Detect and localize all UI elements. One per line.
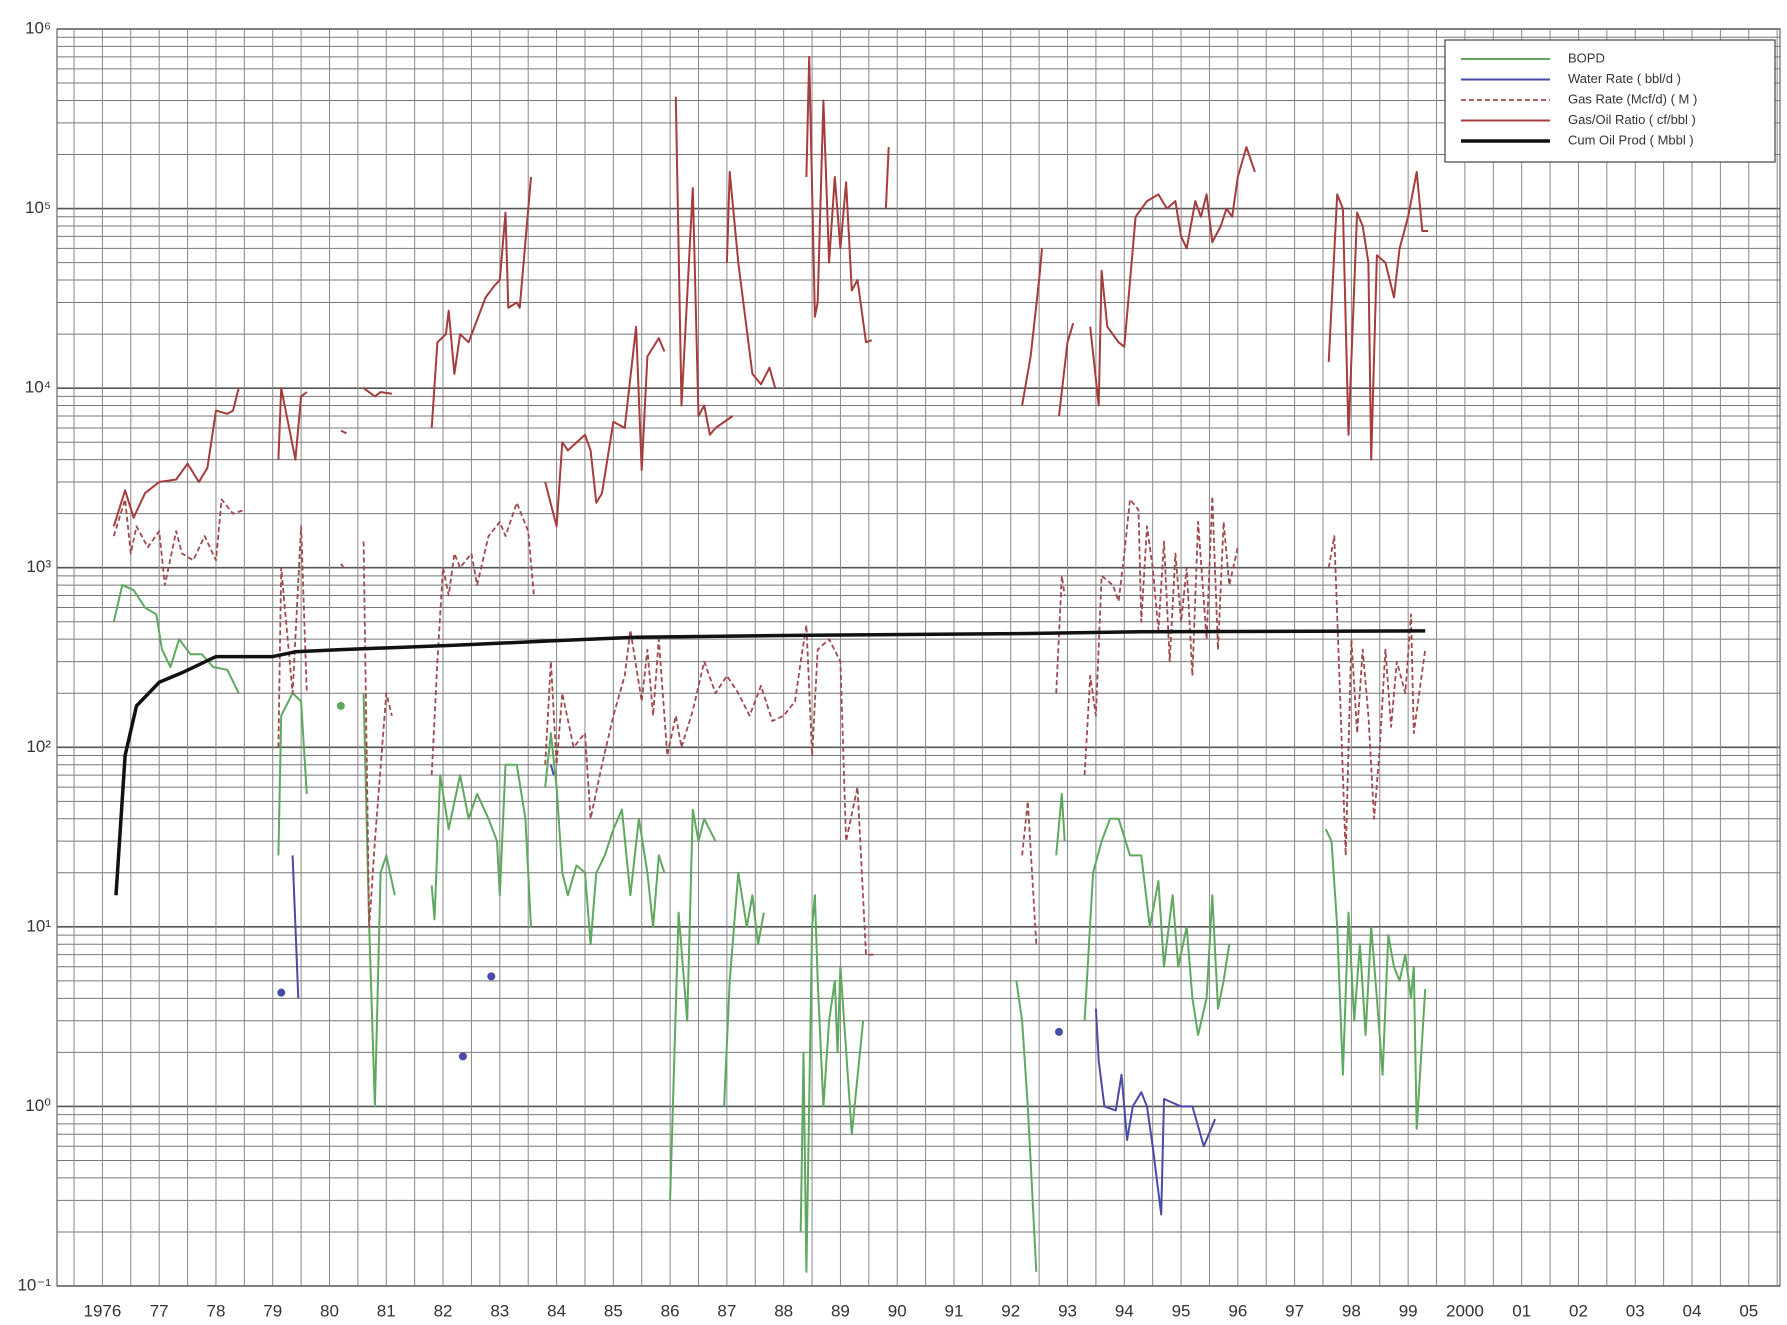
y-tick-label: 10³	[26, 557, 51, 576]
series-line	[1058, 322, 1075, 417]
series-line	[1324, 828, 1427, 1130]
x-tick-label: 03	[1626, 1301, 1645, 1320]
y-tick-label: 10⁵	[25, 198, 51, 217]
data-point	[277, 988, 286, 997]
series-line	[277, 525, 308, 748]
x-tick-label: 86	[661, 1301, 680, 1320]
x-tick-label: 02	[1569, 1301, 1588, 1320]
x-tick-label: 81	[377, 1301, 396, 1320]
series-line	[430, 763, 532, 927]
y-tick-label: 10⁰	[25, 1096, 51, 1115]
x-tick-label: 93	[1058, 1301, 1077, 1320]
series-line	[1083, 495, 1239, 776]
x-tick-label: 89	[831, 1301, 850, 1320]
x-tick-label: 87	[717, 1301, 736, 1320]
data-point	[487, 972, 496, 981]
data-point	[1055, 1027, 1064, 1036]
x-tick-label: 98	[1342, 1301, 1361, 1320]
x-tick-label: 80	[320, 1301, 339, 1320]
grid	[57, 28, 1780, 1287]
series-line	[430, 501, 535, 776]
legend-label: Cum Oil Prod ( Mbbl )	[1568, 132, 1694, 147]
y-tick-label: 10²	[26, 737, 51, 756]
series-line	[340, 563, 345, 569]
series-line	[544, 325, 666, 528]
series-line	[277, 387, 308, 461]
series-line	[291, 855, 300, 999]
series-line	[544, 624, 875, 956]
x-tick-label: 05	[1739, 1301, 1758, 1320]
series-line	[1083, 817, 1231, 1036]
series-line	[112, 584, 240, 694]
series-line	[363, 387, 393, 398]
series-line	[114, 629, 1426, 896]
x-tick-label: 77	[150, 1301, 169, 1320]
x-tick-label: 85	[604, 1301, 623, 1320]
legend-label: Water Rate ( bbl/d )	[1568, 71, 1681, 86]
series-line	[1021, 248, 1043, 406]
series-line	[544, 732, 666, 946]
x-tick-label: 83	[490, 1301, 509, 1320]
x-tick-label: 84	[547, 1301, 566, 1320]
x-tick-label: 78	[206, 1301, 225, 1320]
legend-label: Gas/Oil Ratio ( cf/bbl )	[1568, 112, 1696, 127]
series-line	[1089, 146, 1256, 407]
series-line	[430, 176, 532, 429]
x-tick-label: 91	[945, 1301, 964, 1320]
y-tick-label: 10¹	[26, 916, 51, 935]
series-line	[362, 541, 393, 928]
series-line	[112, 387, 240, 527]
x-tick-label: 94	[1115, 1301, 1134, 1320]
series-line	[549, 764, 555, 776]
series-line	[1327, 170, 1428, 461]
series-line	[1055, 792, 1066, 856]
legend: BOPD Water Rate ( bbl/d ) Gas Rate (Mcf/d)…	[1444, 39, 1776, 163]
series-line	[340, 429, 347, 435]
x-tick-label: 92	[1001, 1301, 1020, 1320]
series-line	[277, 692, 308, 856]
x-tick-label: 1976	[84, 1301, 122, 1320]
series-line	[1094, 1008, 1217, 1216]
y-tick-label: 10⁴	[25, 378, 51, 397]
y-tick-label: 10⁶	[25, 18, 51, 37]
x-tick-label: 01	[1512, 1301, 1531, 1320]
series-line	[725, 170, 777, 389]
series-line	[1327, 535, 1427, 857]
data-point	[458, 1052, 467, 1061]
legend-label: BOPD	[1568, 50, 1605, 65]
x-tick-label: 79	[263, 1301, 282, 1320]
series-line	[723, 871, 765, 1107]
series-line	[1021, 800, 1038, 945]
x-tick-label: 88	[774, 1301, 793, 1320]
x-tick-label: 82	[434, 1301, 453, 1320]
series-line	[112, 498, 245, 586]
series-line	[1055, 575, 1066, 694]
x-tick-label: 97	[1285, 1301, 1304, 1320]
x-tick-label: 04	[1683, 1301, 1702, 1320]
data-point	[336, 701, 345, 710]
series-line	[884, 147, 890, 209]
series-line	[805, 55, 873, 344]
series-line	[669, 808, 717, 1201]
series-line	[674, 96, 734, 436]
x-tick-label: 2000	[1446, 1301, 1484, 1320]
x-tick-label: 95	[1172, 1301, 1191, 1320]
x-tick-label: 96	[1228, 1301, 1247, 1320]
series-line	[799, 894, 865, 1273]
series-line	[1015, 980, 1038, 1272]
legend-label: Gas Rate (Mcf/d) ( M )	[1568, 91, 1697, 106]
y-tick-label: 10⁻¹	[17, 1275, 51, 1294]
x-tick-label: 99	[1399, 1301, 1418, 1320]
x-tick-label: 90	[888, 1301, 907, 1320]
plot-frame	[56, 28, 1781, 1287]
